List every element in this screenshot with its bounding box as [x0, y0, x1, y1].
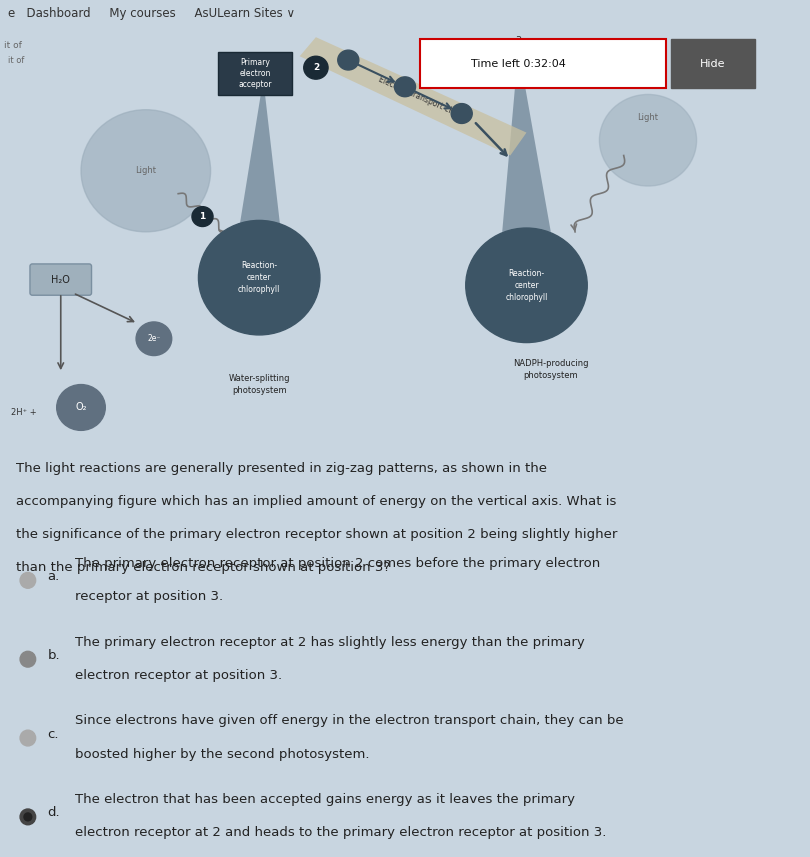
- Text: 3: 3: [515, 36, 522, 46]
- Text: it of: it of: [4, 41, 22, 50]
- Text: c.: c.: [47, 728, 59, 740]
- Text: Hide: Hide: [700, 59, 726, 69]
- Text: it of: it of: [8, 57, 24, 65]
- Circle shape: [81, 110, 211, 232]
- Text: the significance of the primary electron receptor shown at position 2 being slig: the significance of the primary electron…: [16, 528, 617, 542]
- Circle shape: [20, 572, 36, 588]
- Circle shape: [599, 94, 697, 186]
- Text: b.: b.: [47, 649, 60, 662]
- Text: NADPH-producing
photosystem: NADPH-producing photosystem: [513, 359, 589, 380]
- Text: The primary electron receptor at position 2 comes before the primary electron: The primary electron receptor at positio…: [75, 557, 599, 570]
- Text: e   Dashboard     My courses     AsULearn Sites ∨: e Dashboard My courses AsULearn Sites ∨: [8, 7, 295, 21]
- Text: Reaction-
center
chlorophyll: Reaction- center chlorophyll: [238, 261, 280, 294]
- Circle shape: [20, 651, 36, 667]
- Text: Time left 0:32:04: Time left 0:32:04: [471, 59, 566, 69]
- Circle shape: [20, 730, 36, 746]
- Circle shape: [338, 51, 359, 70]
- Circle shape: [24, 813, 32, 821]
- Polygon shape: [300, 37, 526, 155]
- Circle shape: [304, 57, 328, 79]
- Text: accompanying figure which has an implied amount of energy on the vertical axis. : accompanying figure which has an implied…: [16, 495, 616, 508]
- Text: The primary electron receptor at 2 has slightly less energy than the primary: The primary electron receptor at 2 has s…: [75, 636, 584, 649]
- Text: 2H⁺ +: 2H⁺ +: [11, 408, 37, 417]
- Text: than the primary electron receptor shown at position 3?: than the primary electron receptor shown…: [16, 561, 390, 574]
- Text: O₂: O₂: [75, 403, 87, 412]
- Text: The electron that has been accepted gains energy as it leaves the primary: The electron that has been accepted gain…: [75, 794, 574, 806]
- Polygon shape: [235, 79, 284, 255]
- Circle shape: [192, 207, 213, 226]
- FancyBboxPatch shape: [30, 264, 92, 295]
- Circle shape: [451, 104, 472, 123]
- Circle shape: [57, 385, 105, 430]
- Text: 1: 1: [199, 212, 206, 221]
- Text: d.: d.: [47, 806, 60, 819]
- Text: a.: a.: [47, 570, 60, 583]
- Text: The light reactions are generally presented in zig-zag patterns, as shown in the: The light reactions are generally presen…: [16, 462, 548, 475]
- Circle shape: [136, 322, 172, 356]
- Circle shape: [198, 220, 320, 335]
- Text: 2: 2: [313, 63, 319, 72]
- Text: H₂O: H₂O: [51, 274, 70, 285]
- Text: electron receptor at 2 and heads to the primary electron receptor at position 3.: electron receptor at 2 and heads to the …: [75, 826, 606, 839]
- Text: Light: Light: [637, 113, 659, 122]
- FancyBboxPatch shape: [671, 39, 755, 88]
- Text: electron receptor at position 3.: electron receptor at position 3.: [75, 668, 282, 681]
- Text: 2e⁻: 2e⁻: [147, 334, 160, 344]
- Circle shape: [466, 228, 587, 343]
- Polygon shape: [502, 49, 551, 232]
- FancyBboxPatch shape: [218, 51, 292, 95]
- Circle shape: [394, 77, 416, 97]
- FancyBboxPatch shape: [420, 39, 666, 88]
- Text: Electron transport chain: Electron transport chain: [377, 75, 466, 122]
- Text: boosted higher by the second photosystem.: boosted higher by the second photosystem…: [75, 747, 369, 760]
- Text: Light: Light: [135, 166, 156, 176]
- Circle shape: [20, 809, 36, 824]
- Text: Primary
electron
acceptor: Primary electron acceptor: [238, 57, 272, 89]
- Text: Reaction-
center
chlorophyll: Reaction- center chlorophyll: [505, 269, 548, 302]
- Text: Since electrons have given off energy in the electron transport chain, they can : Since electrons have given off energy in…: [75, 715, 623, 728]
- Text: Water-splitting
photosystem: Water-splitting photosystem: [228, 375, 290, 395]
- Text: receptor at position 3.: receptor at position 3.: [75, 590, 223, 602]
